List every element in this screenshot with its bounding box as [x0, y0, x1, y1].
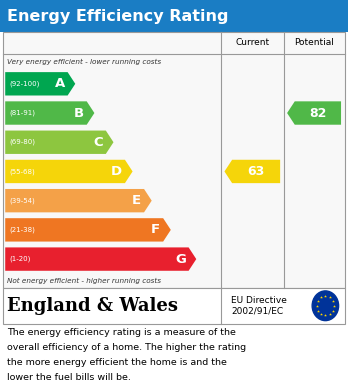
Text: 2002/91/EC: 2002/91/EC	[231, 307, 284, 316]
Text: overall efficiency of a home. The higher the rating: overall efficiency of a home. The higher…	[7, 343, 246, 352]
Bar	[0, 0, 348, 32]
Circle shape	[312, 291, 339, 321]
Bar	[3, 288, 345, 324]
Text: (69-80): (69-80)	[9, 139, 35, 145]
Text: (55-68): (55-68)	[9, 168, 35, 175]
Text: B: B	[74, 106, 84, 120]
Text: Current: Current	[235, 38, 269, 47]
Polygon shape	[224, 160, 280, 183]
Text: the more energy efficient the home is and the: the more energy efficient the home is an…	[7, 358, 227, 367]
Polygon shape	[287, 101, 341, 125]
Text: Not energy efficient - higher running costs: Not energy efficient - higher running co…	[7, 278, 161, 284]
Text: (92-100): (92-100)	[9, 81, 40, 87]
Text: EU Directive: EU Directive	[231, 296, 287, 305]
Text: (21-38): (21-38)	[9, 227, 35, 233]
Text: 63: 63	[247, 165, 264, 178]
Text: A: A	[55, 77, 65, 90]
Text: D: D	[111, 165, 122, 178]
Polygon shape	[5, 189, 152, 212]
Text: England & Wales: England & Wales	[7, 297, 178, 315]
Polygon shape	[5, 131, 113, 154]
Text: Very energy efficient - lower running costs: Very energy efficient - lower running co…	[7, 59, 161, 65]
Text: lower the fuel bills will be.: lower the fuel bills will be.	[7, 373, 131, 382]
Text: (1-20): (1-20)	[9, 256, 31, 262]
Text: (81-91): (81-91)	[9, 110, 35, 116]
Bar	[3, 32, 345, 288]
Polygon shape	[5, 218, 171, 242]
Text: F: F	[151, 223, 160, 237]
Text: The energy efficiency rating is a measure of the: The energy efficiency rating is a measur…	[7, 328, 236, 337]
Text: Potential: Potential	[294, 38, 334, 47]
Polygon shape	[5, 160, 133, 183]
Text: C: C	[93, 136, 103, 149]
Polygon shape	[5, 248, 196, 271]
Polygon shape	[5, 72, 75, 95]
Text: G: G	[175, 253, 186, 265]
Text: E: E	[132, 194, 141, 207]
Polygon shape	[5, 101, 94, 125]
Text: 82: 82	[309, 106, 326, 120]
Text: (39-54): (39-54)	[9, 197, 35, 204]
Text: Energy Efficiency Rating: Energy Efficiency Rating	[7, 9, 228, 23]
